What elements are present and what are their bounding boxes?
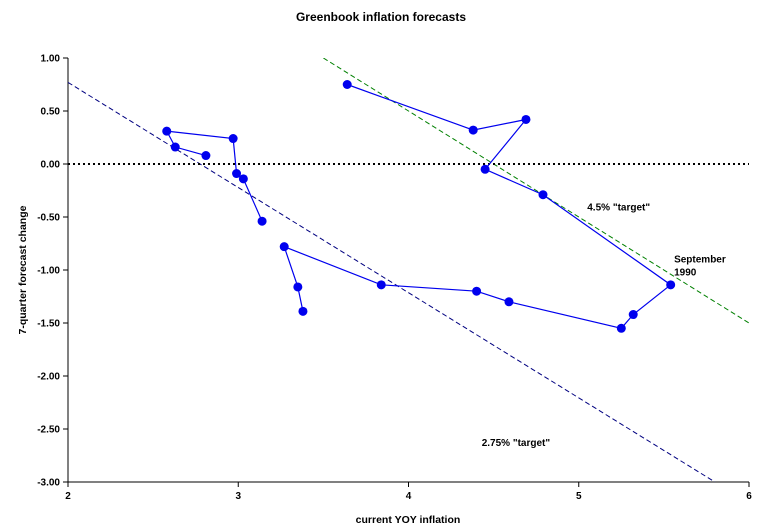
chart-annotation: 4.5% "target" (587, 203, 650, 214)
x-tick-label: 3 (235, 491, 241, 502)
chart-annotation: September (674, 255, 726, 266)
data-point (616, 323, 626, 333)
data-point (342, 80, 352, 89)
data-point (201, 151, 211, 161)
y-tick-label: -2.50 (37, 425, 60, 436)
data-point (376, 280, 386, 290)
data-point (162, 126, 172, 136)
y-tick-label: -3.00 (37, 478, 60, 489)
x-tick-label: 6 (746, 491, 752, 502)
data-point (279, 242, 289, 252)
data-point (232, 169, 242, 179)
y-axis-label: 7-quarter forecast change (17, 205, 29, 334)
x-tick-label: 2 (65, 491, 71, 502)
chart-annotation: 1990 (674, 267, 697, 278)
plot-area: 2 3 4 5 6 1.00 0.50 0.00 -0.50 -1.00 -1.50 -2.00 -2.… (37, 54, 752, 503)
data-point (298, 306, 308, 316)
y-tick-label: 0.50 (41, 107, 61, 118)
data-point (538, 190, 548, 200)
x-tick-label: 5 (576, 491, 582, 502)
data-point (504, 297, 514, 307)
data-point (472, 286, 482, 296)
data-point (468, 125, 478, 135)
chart-title: Greenbook inflation forecasts (296, 10, 466, 24)
x-axis-label: current YOY inflation (356, 514, 461, 526)
target-reference-line (68, 81, 716, 482)
y-tick-label: 1.00 (41, 54, 61, 65)
data-point (628, 310, 638, 320)
y-tick-label: -0.50 (37, 213, 60, 224)
chart-annotation: 2.75% "target" (482, 438, 551, 449)
series-line (165, 130, 263, 222)
data-point (228, 134, 238, 144)
target-reference-line (323, 58, 749, 324)
data-point (521, 114, 531, 124)
data-point (666, 280, 676, 290)
data-point (480, 164, 490, 174)
data-point (238, 174, 248, 184)
x-tick-label: 4 (406, 491, 412, 502)
series-line (283, 83, 672, 329)
data-point (257, 216, 267, 226)
y-tick-label: -1.50 (37, 319, 60, 330)
y-tick-label: 0.00 (41, 160, 61, 171)
y-tick-label: -2.00 (37, 372, 60, 383)
data-point (293, 282, 303, 292)
data-point (170, 142, 180, 152)
y-tick-label: -1.00 (37, 266, 60, 277)
